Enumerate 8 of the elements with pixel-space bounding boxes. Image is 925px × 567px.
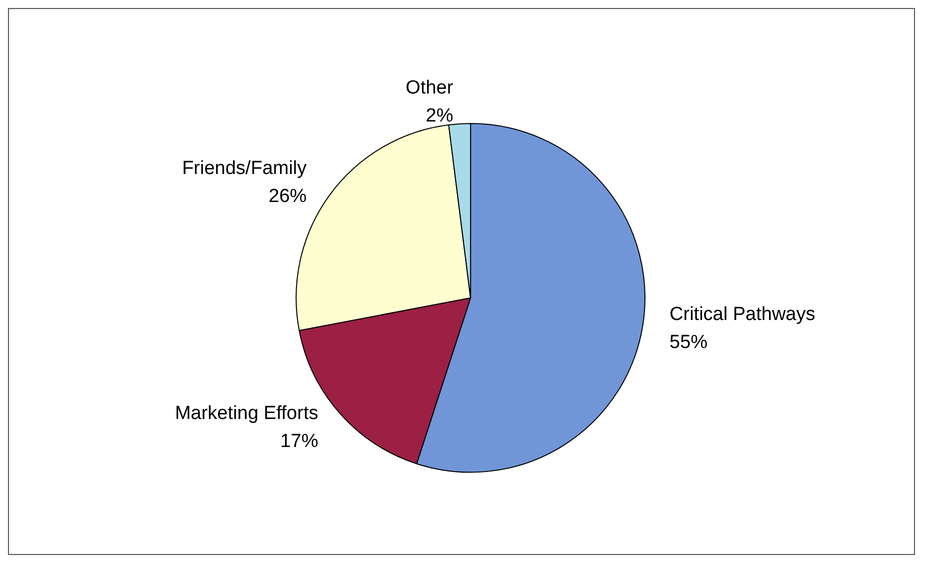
data-label: 17% [280,431,318,452]
data-label: 26% [268,186,307,207]
slice-label: Marketing Efforts [174,403,318,424]
slice-label: Friends/Family [182,158,308,179]
data-label: 2% [426,105,454,126]
data-label: 55% [670,332,708,354]
slice-label: Critical Pathways [670,304,816,326]
slice-label: Other [406,77,454,98]
